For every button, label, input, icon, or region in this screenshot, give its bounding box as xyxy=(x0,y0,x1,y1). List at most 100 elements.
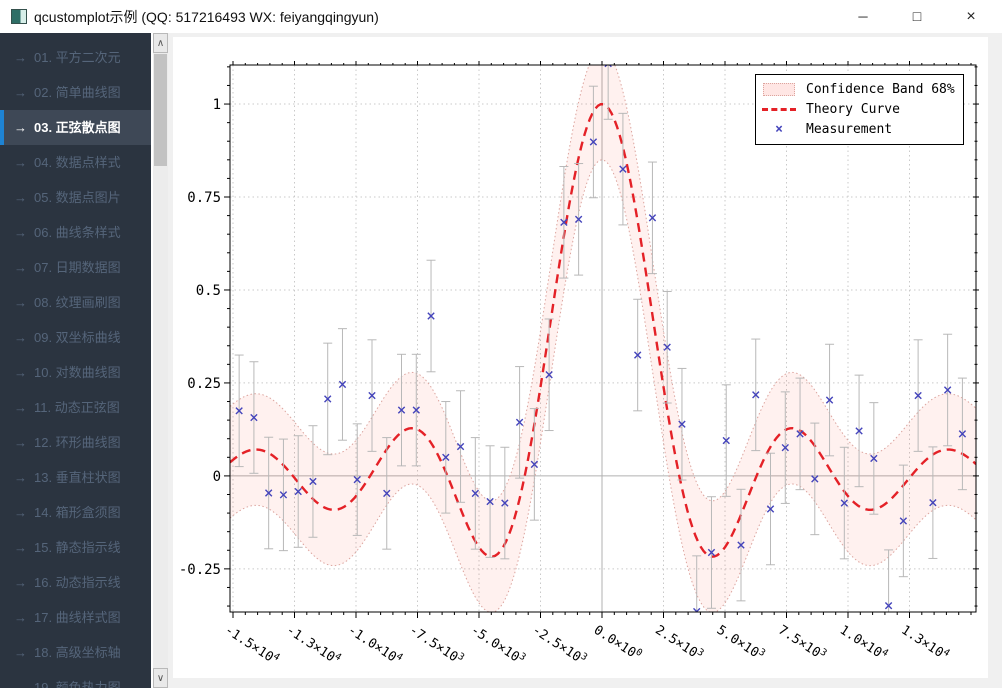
sidebar-item-4[interactable]: → 04. 数据点样式 xyxy=(0,145,151,180)
measurement-cross-icon xyxy=(899,517,908,525)
measurement-cross-icon xyxy=(825,396,834,404)
minimize-button[interactable]: ─ xyxy=(858,9,868,24)
y-tick-labels: 1 0.75 0.5 0.25 0 -0.25 xyxy=(179,97,221,578)
measurement-cross-icon xyxy=(515,418,524,427)
sidebar-item-3[interactable]: → 03. 正弦散点图 xyxy=(0,110,151,145)
sidebar-item-label: 15. 静态指示线 xyxy=(34,540,121,555)
measurement-cross-icon xyxy=(383,489,391,498)
sidebar-item-19[interactable]: → 19. 颜色热力图 xyxy=(0,670,151,688)
sidebar-item-8[interactable]: → 08. 纹理画刷图 xyxy=(0,285,151,320)
measurement-cross-icon xyxy=(722,436,730,445)
measurement-cross-icon xyxy=(486,497,494,506)
measurement-cross-icon xyxy=(914,391,922,400)
svg-text:-5.0×103: -5.0×103 xyxy=(468,621,528,668)
sidebar-list: → 01. 平方二次元 → 02. 简单曲线图 → 03. 正弦散点图 → 04. 数据点样式… xyxy=(0,33,151,688)
sidebar-item-13[interactable]: → 13. 垂直柱状图 xyxy=(0,460,151,495)
svg-text:0.0×100: 0.0×100 xyxy=(591,621,645,664)
legend-label: Theory Curve xyxy=(806,101,900,117)
sidebar-item-11[interactable]: → 11. 动态正弦图 xyxy=(0,390,151,425)
measurement-cross-icon xyxy=(427,312,435,320)
measurement-cross-icon xyxy=(884,601,893,610)
measurement-cross-icon xyxy=(309,477,317,486)
x-tick-labels: -1.5×104 -1.3×104 -1.0×104 -7.5×103 -5.0×103… xyxy=(222,621,952,668)
app-icon xyxy=(11,9,27,24)
scroll-down-button[interactable]: ∨ xyxy=(153,668,168,688)
measurement-cross-icon xyxy=(324,395,332,403)
arrow-icon: → xyxy=(14,155,27,170)
plot-canvas[interactable]: 1 0.75 0.5 0.25 0 -0.25 -1.5×104 -1.3×104 -1.0×1… xyxy=(173,37,988,678)
sidebar-item-12[interactable]: → 12. 环形曲线图 xyxy=(0,425,151,460)
grid-lines xyxy=(230,65,976,612)
sidebar-item-7[interactable]: → 07. 日期数据图 xyxy=(0,250,151,285)
arrow-icon: → xyxy=(14,85,27,100)
arrow-icon: → xyxy=(14,575,27,590)
sidebar-item-label: 12. 环形曲线图 xyxy=(34,435,121,450)
sidebar-item-6[interactable]: → 06. 曲线条样式 xyxy=(0,215,151,250)
chart-legend: Confidence Band 68% Theory Curve × Measurem… xyxy=(755,74,964,145)
measurement-cross-icon xyxy=(250,413,258,422)
arrow-icon: → xyxy=(14,610,27,625)
svg-text:-1.5×104: -1.5×104 xyxy=(222,621,282,668)
measurement-cross-icon xyxy=(501,499,509,507)
title-bar[interactable]: qcustomplot示例 (QQ: 517216493 WX: feiyang… xyxy=(0,0,1002,33)
measurement-cross-icon xyxy=(796,430,804,438)
sidebar-item-1[interactable]: → 01. 平方二次元 xyxy=(0,40,151,75)
sidebar-item-label: 03. 正弦散点图 xyxy=(34,120,121,135)
svg-text:-0.25: -0.25 xyxy=(179,562,221,578)
sidebar-item-label: 06. 曲线条样式 xyxy=(34,225,121,240)
measurement-cross-icon xyxy=(589,138,598,146)
sidebar-item-5[interactable]: → 05. 数据点图片 xyxy=(0,180,151,215)
arrow-icon: → xyxy=(14,400,27,415)
scrollbar-thumb[interactable] xyxy=(154,54,167,166)
measurement-cross-icon xyxy=(766,505,775,513)
cross-swatch-icon: × xyxy=(775,121,783,137)
measurement-cross-icon xyxy=(840,499,849,507)
measurement-cross-icon xyxy=(574,215,583,224)
svg-text:0.5: 0.5 xyxy=(196,283,221,299)
svg-text:1: 1 xyxy=(213,97,221,113)
svg-text:-2.5×103: -2.5×103 xyxy=(529,621,589,668)
measurement-cross-icon xyxy=(338,380,347,389)
legend-item: Confidence Band 68% xyxy=(760,79,957,99)
sidebar-item-2[interactable]: → 02. 简单曲线图 xyxy=(0,75,151,110)
theory-curve xyxy=(230,103,976,558)
legend-item: Theory Curve xyxy=(760,99,957,119)
dashed-line-swatch-icon xyxy=(760,107,798,111)
measurement-cross-icon xyxy=(943,386,952,394)
measurement-cross-icon xyxy=(855,427,863,435)
measurement-cross-icon xyxy=(619,165,627,173)
arrow-icon: → xyxy=(14,190,27,205)
svg-text:0.75: 0.75 xyxy=(187,190,221,206)
svg-text:0.25: 0.25 xyxy=(187,376,221,392)
arrow-icon: → xyxy=(14,540,27,555)
measurement-cross-icon xyxy=(663,343,671,351)
arrow-icon: → xyxy=(14,435,27,450)
sidebar-item-label: 08. 纹理画刷图 xyxy=(34,295,121,310)
sidebar-item-10[interactable]: → 10. 对数曲线图 xyxy=(0,355,151,390)
sidebar-scrollbar[interactable]: ∧ ∨ xyxy=(151,33,168,688)
measurement-cross-icon xyxy=(707,548,716,557)
sidebar-item-18[interactable]: → 18. 高级坐标轴 xyxy=(0,635,151,670)
scroll-up-button[interactable]: ∧ xyxy=(153,33,168,53)
measurement-cross-icon xyxy=(648,214,657,222)
sidebar-item-14[interactable]: → 14. 箱形盒须图 xyxy=(0,495,151,530)
measurement-cross-icon xyxy=(929,498,937,507)
sidebar-item-15[interactable]: → 15. 静态指示线 xyxy=(0,530,151,565)
sidebar-item-16[interactable]: → 16. 动态指示线 xyxy=(0,565,151,600)
measurement-cross-icon xyxy=(560,218,568,226)
sidebar-item-9[interactable]: → 09. 双坐标曲线 xyxy=(0,320,151,355)
close-button[interactable]: × xyxy=(966,8,976,25)
sidebar-item-label: 16. 动态指示线 xyxy=(34,575,121,590)
measurement-cross-icon xyxy=(471,489,480,498)
arrow-icon: → xyxy=(14,505,27,520)
measurement-cross-icon xyxy=(811,475,819,483)
legend-item: × Measurement xyxy=(760,119,957,139)
sidebar-item-label: 10. 对数曲线图 xyxy=(34,365,121,380)
measurement-cross-icon xyxy=(412,406,420,414)
sidebar-item-17[interactable]: → 17. 曲线样式图 xyxy=(0,600,151,635)
measurement-cross-icon xyxy=(397,406,406,414)
measurement-cross-icon xyxy=(530,460,539,469)
arrow-icon: → xyxy=(14,645,27,660)
maximize-button[interactable]: □ xyxy=(912,8,922,24)
